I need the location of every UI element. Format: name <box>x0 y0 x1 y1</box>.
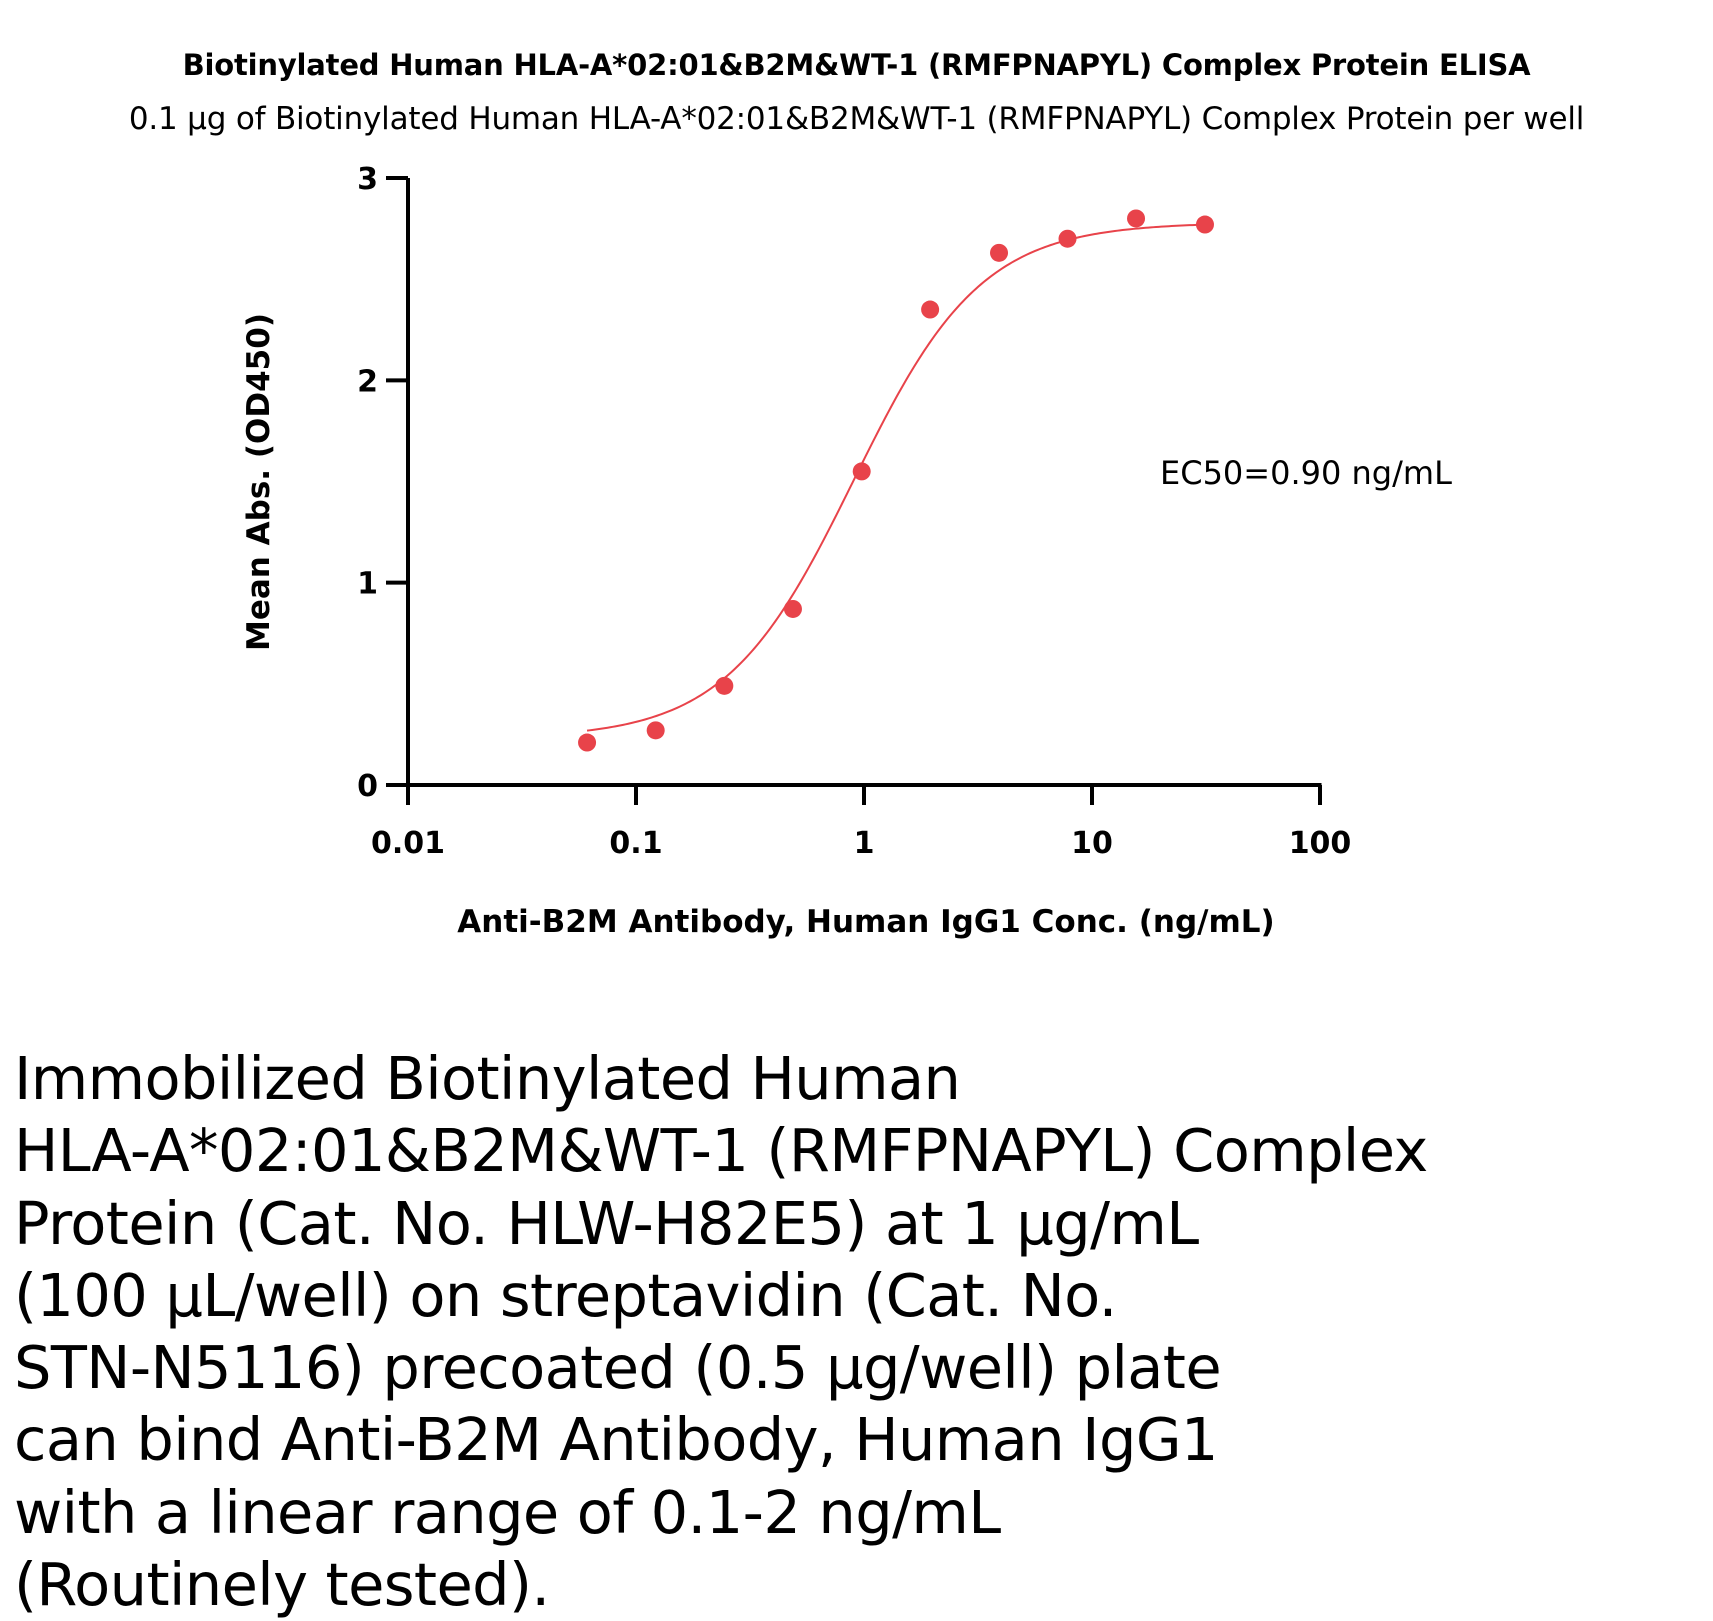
data-point <box>852 462 871 481</box>
caption: Immobilized Biotinylated Human HLA-A*02:… <box>14 1044 1428 1620</box>
data-point <box>715 676 734 695</box>
data-point <box>990 243 1009 262</box>
chart-title: Biotinylated Human HLA-A*02:01&B2M&WT-1 … <box>182 48 1531 82</box>
data-point <box>921 300 940 319</box>
y-tick-label: 3 <box>357 162 378 197</box>
x-tick-label: 10 <box>1071 826 1113 861</box>
data-point <box>1058 229 1077 248</box>
data-point <box>646 721 665 740</box>
x-ticks: 0.01 0.1 1 10 100 <box>371 785 1351 861</box>
y-axis-title: Mean Abs. (OD450) <box>241 313 277 651</box>
data-point <box>1127 209 1146 228</box>
y-tick-label: 2 <box>357 364 378 399</box>
fit-curve <box>586 223 1206 732</box>
x-axis-title: Anti-B2M Antibody, Human IgG1 Conc. (ng/… <box>457 904 1274 940</box>
data-points <box>578 209 1214 752</box>
chart: 0.01 0.1 1 10 100 0 1 2 3 Anti-B2M Antibody, Hu… <box>241 162 1452 940</box>
y-ticks: 0 1 2 3 <box>357 162 408 804</box>
y-tick-label: 0 <box>357 769 378 804</box>
x-tick-label: 1 <box>854 826 875 861</box>
x-tick-label: 100 <box>1289 826 1352 861</box>
data-point <box>1195 215 1214 234</box>
x-tick-label: 0.1 <box>609 826 662 861</box>
chart-subtitle: 0.1 µg of Biotinylated Human HLA-A*02:01… <box>128 101 1585 137</box>
x-tick-label: 0.01 <box>371 826 445 861</box>
data-point <box>783 599 802 618</box>
y-tick-label: 1 <box>357 567 378 602</box>
ec50-annotation: EC50=0.90 ng/mL <box>1160 454 1452 492</box>
data-point <box>578 733 597 752</box>
